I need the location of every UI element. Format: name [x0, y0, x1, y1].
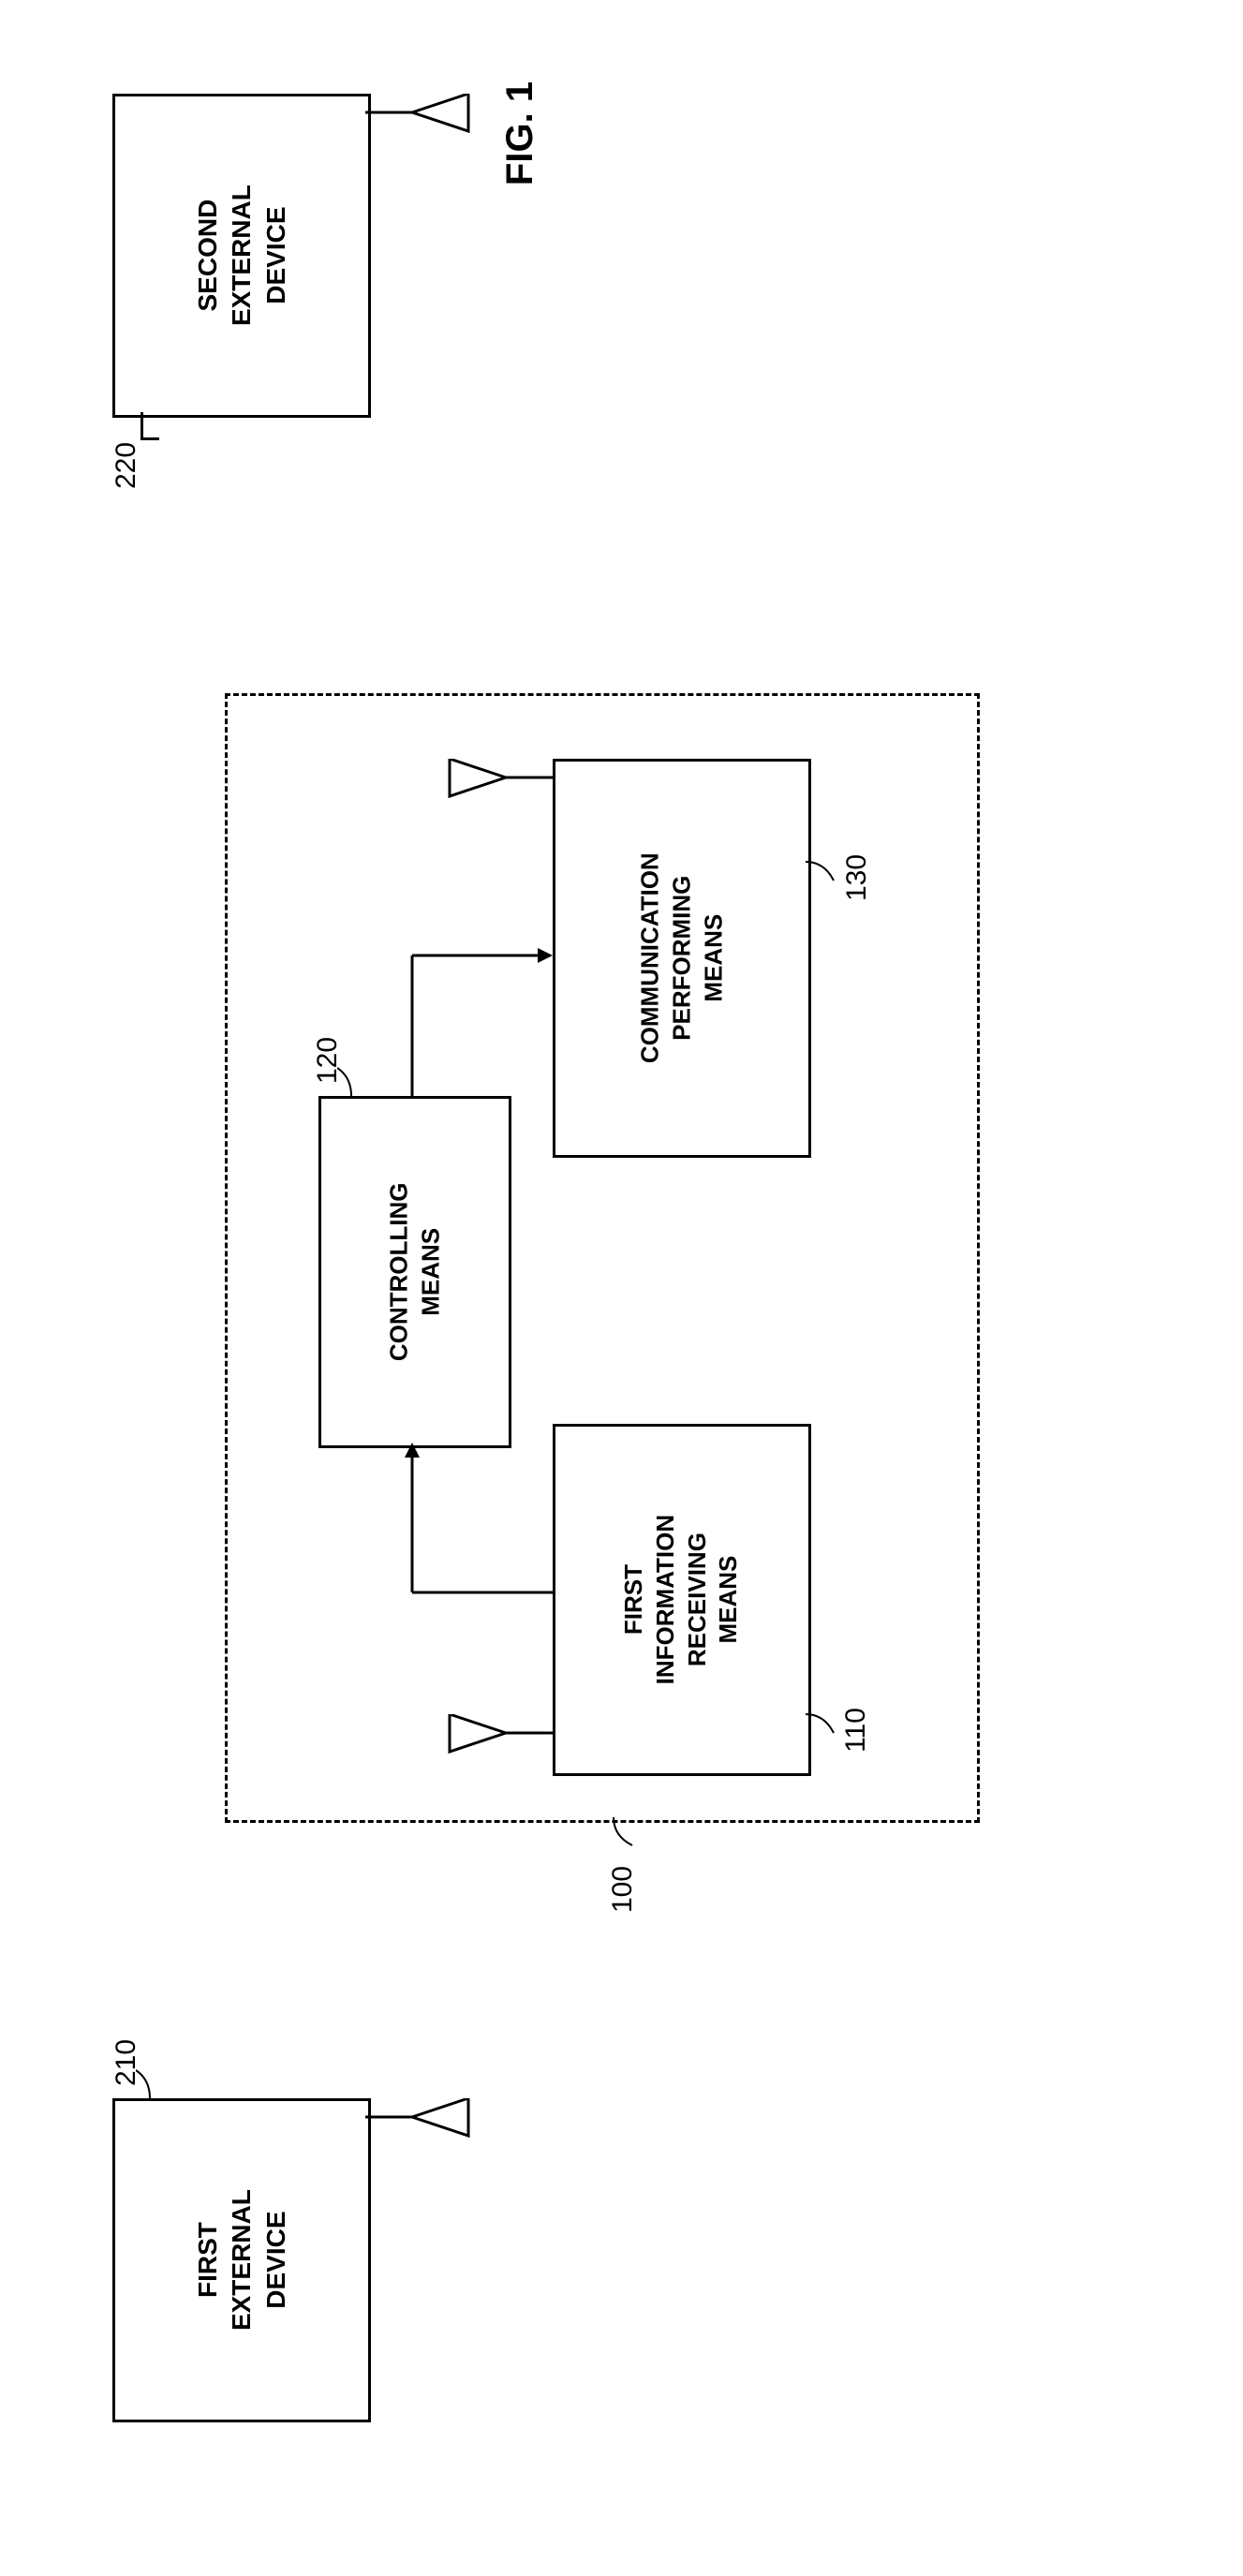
lead-220-curve — [141, 437, 159, 440]
ref-220: 220 — [111, 442, 142, 489]
arrow-120-to-130 — [403, 946, 562, 1105]
label-comm-performing: COMMUNICATIONPERFORMINGMEANS — [634, 853, 729, 1064]
figure-1: FIG. 1 SECONDEXTERNALDEVICE 220 100 COMM… — [37, 37, 1206, 2539]
antenna-first-external — [365, 2098, 478, 2192]
box-first-external: FIRSTEXTERNALDEVICE — [112, 2098, 371, 2422]
label-first-info: FIRSTINFORMATIONRECEIVINGMEANS — [618, 1515, 745, 1685]
lead-130 — [806, 852, 852, 890]
ref-100: 100 — [607, 1866, 639, 1913]
figure-title: FIG. 1 — [499, 81, 541, 185]
lead-100 — [604, 1817, 642, 1864]
label-controlling: CONTROLLINGMEANS — [383, 1183, 447, 1362]
box-first-info: FIRSTINFORMATIONRECEIVINGMEANS — [553, 1424, 811, 1776]
lead-120 — [337, 1063, 375, 1101]
label-second-external: SECONDEXTERNALDEVICE — [190, 185, 292, 327]
lead-220 — [141, 412, 143, 440]
label-first-external: FIRSTEXTERNALDEVICE — [190, 2190, 292, 2332]
antenna-first-info — [440, 1714, 553, 1808]
antenna-second-external — [365, 94, 478, 187]
antenna-comm-performing — [440, 759, 553, 852]
arrow-110-to-120 — [403, 1443, 562, 1611]
box-controlling: CONTROLLINGMEANS — [318, 1096, 511, 1448]
box-comm-performing: COMMUNICATIONPERFORMINGMEANS — [553, 759, 811, 1158]
lead-210 — [136, 2065, 173, 2103]
box-second-external: SECONDEXTERNALDEVICE — [112, 94, 371, 418]
lead-110 — [806, 1705, 852, 1742]
